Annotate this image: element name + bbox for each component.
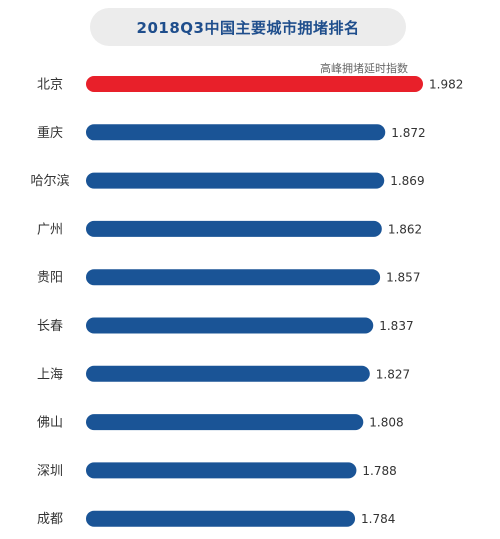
category-label: 长春 (37, 319, 63, 334)
value-label: 1.982 (429, 78, 463, 92)
bar (86, 220, 382, 237)
bar (86, 462, 357, 479)
value-label: 1.788 (362, 464, 396, 478)
bar (86, 124, 386, 141)
value-label: 1.808 (369, 416, 403, 430)
value-label: 1.862 (388, 222, 422, 236)
category-label: 成都 (37, 512, 63, 527)
category-label: 上海 (37, 367, 63, 382)
value-label: 1.837 (379, 319, 413, 333)
value-label: 1.869 (390, 174, 424, 188)
category-label: 深圳 (37, 464, 63, 479)
category-label: 贵阳 (37, 271, 63, 286)
category-label: 哈尔滨 (30, 173, 69, 189)
bar (86, 510, 356, 527)
bar (86, 365, 370, 382)
value-label: 1.872 (391, 126, 425, 140)
category-label: 重庆 (37, 125, 63, 141)
value-label: 1.857 (386, 271, 420, 285)
category-label: 佛山 (37, 416, 63, 431)
category-label: 北京 (37, 78, 63, 93)
category-label: 广州 (37, 222, 63, 237)
bar (86, 414, 364, 431)
chart-title: 2018Q3中国主要城市拥堵排名 (90, 8, 406, 46)
bar (86, 317, 374, 334)
bar (86, 172, 385, 189)
bar (86, 269, 381, 286)
value-label: 1.827 (376, 367, 410, 381)
bar (86, 76, 423, 92)
value-label: 1.784 (361, 512, 395, 526)
value-axis-label: 高峰拥堵延时指数 (320, 62, 408, 75)
